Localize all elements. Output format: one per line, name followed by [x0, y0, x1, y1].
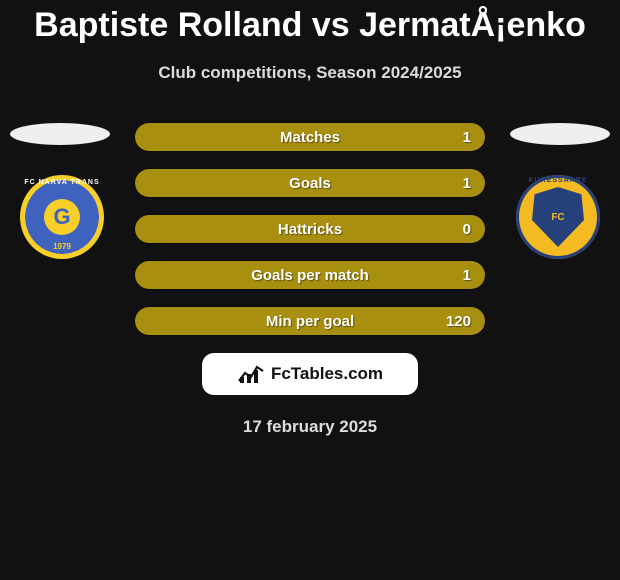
stat-label: Matches — [135, 123, 485, 151]
stat-label: Goals — [135, 169, 485, 197]
stat-row-goals-per-match: Goals per match 1 — [135, 261, 485, 289]
stat-right-value: 1 — [463, 261, 471, 289]
stat-row-min-per-goal: Min per goal 120 — [135, 307, 485, 335]
fctables-logo-bar: FcTables.com — [202, 353, 418, 395]
club-badge-right: KURESSAARE FC — [516, 175, 600, 259]
stat-right-value: 1 — [463, 169, 471, 197]
brand-text: FcTables.com — [271, 364, 383, 384]
club-badge-left-text: FC NARVA TRANS — [24, 179, 99, 186]
stat-right-value: 0 — [463, 215, 471, 243]
stat-right-value: 1 — [463, 123, 471, 151]
club-badge-left: FC NARVA TRANS G 1979 — [20, 175, 104, 259]
comparison-panel: FC NARVA TRANS G 1979 KURESSAARE FC Matc… — [0, 123, 620, 437]
club-badge-left-year: 1979 — [53, 242, 71, 251]
chart-icon — [237, 363, 265, 385]
stat-row-matches: Matches 1 — [135, 123, 485, 151]
stat-label: Min per goal — [135, 307, 485, 335]
stat-right-value: 120 — [446, 307, 471, 335]
comparison-date: 17 february 2025 — [0, 417, 620, 437]
club-badge-left-letter: G — [44, 199, 80, 235]
stat-label: Goals per match — [135, 261, 485, 289]
stat-label: Hattricks — [135, 215, 485, 243]
club-badge-right-shield: FC — [532, 187, 584, 247]
player-right-shadow — [510, 123, 610, 145]
club-badge-right-text: KURESSAARE — [528, 177, 587, 184]
page-title: Baptiste Rolland vs JermatÅ¡enko — [0, 0, 620, 45]
stat-row-hattricks: Hattricks 0 — [135, 215, 485, 243]
stat-row-goals: Goals 1 — [135, 169, 485, 197]
stats-pills: Matches 1 Goals 1 Hattricks 0 Goals per … — [135, 123, 485, 335]
page-subtitle: Club competitions, Season 2024/2025 — [0, 63, 620, 83]
player-left-shadow — [10, 123, 110, 145]
